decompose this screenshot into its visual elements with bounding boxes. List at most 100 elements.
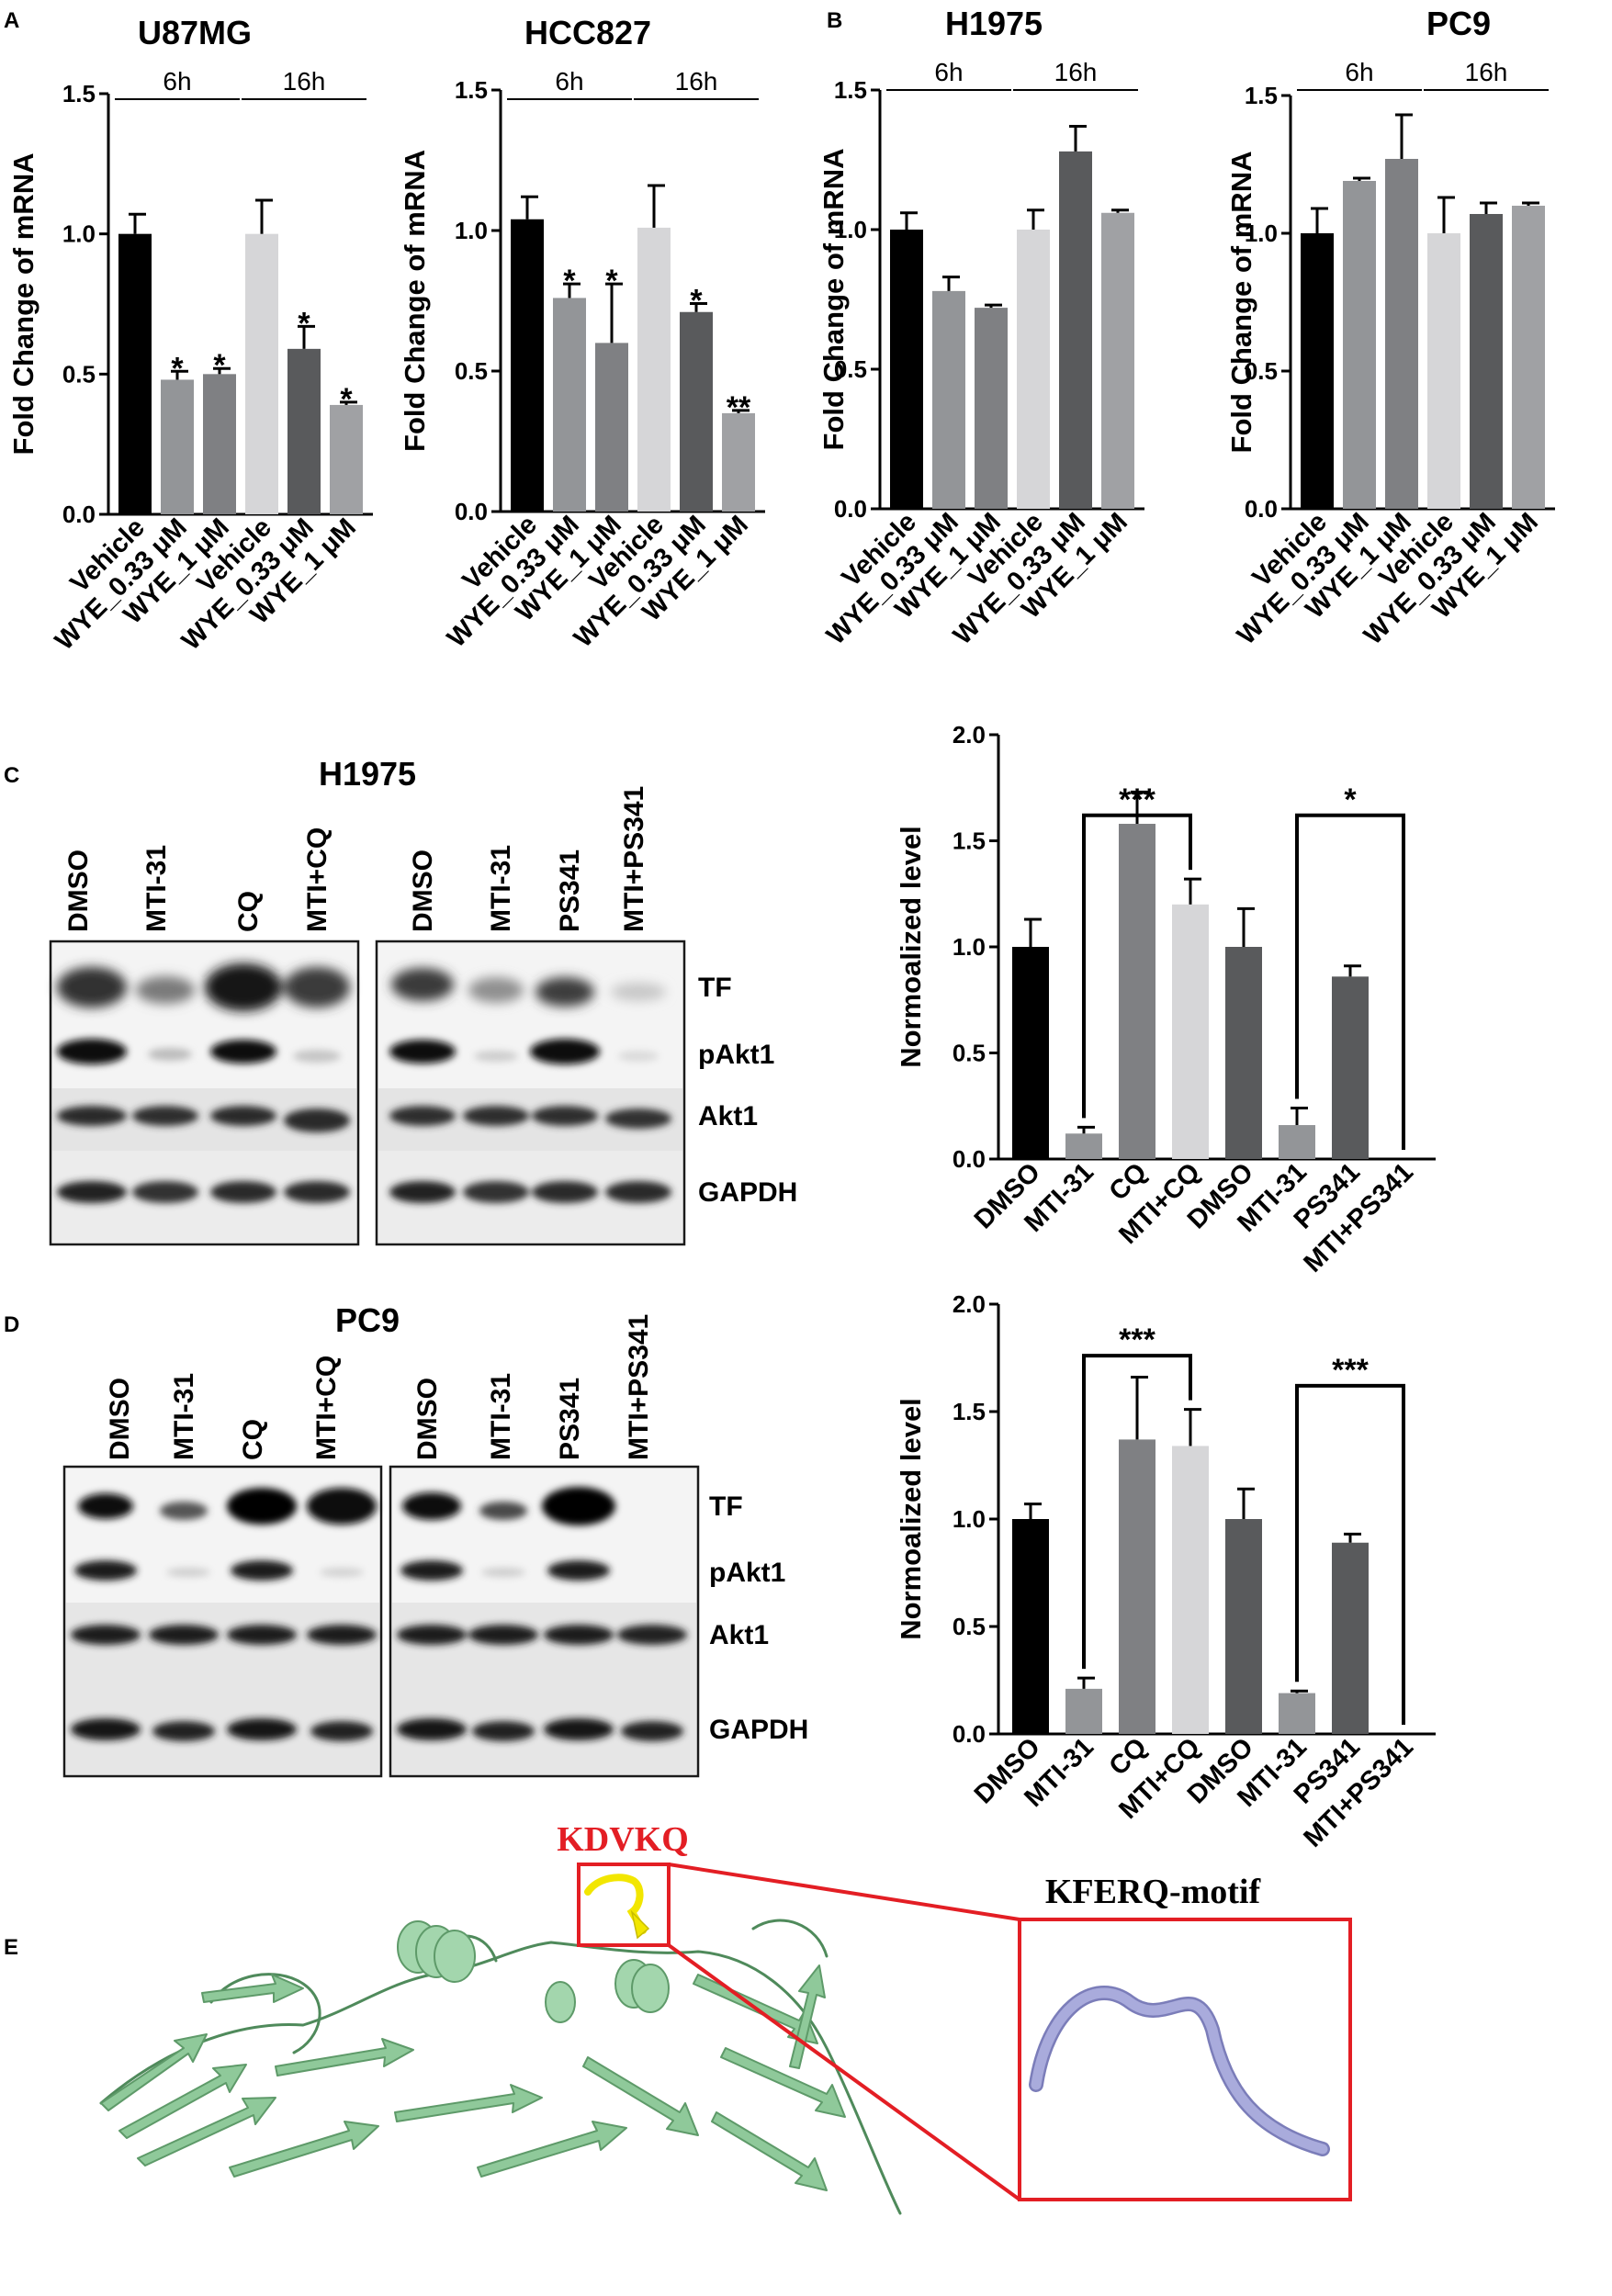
western-blot-pc9: PC9 DMSO MTI-31 CQ MTI+CQ DMSO MTI-31 PS… <box>62 1301 808 1778</box>
blot-row-label: pAkt1 <box>698 1040 774 1070</box>
bar <box>1470 214 1503 509</box>
bar <box>118 233 152 514</box>
significance-label: * <box>298 306 310 341</box>
bar <box>1065 1688 1102 1734</box>
bar <box>1012 1519 1049 1734</box>
bar <box>1017 230 1050 509</box>
y-tick-label: 1.5 <box>1245 82 1278 109</box>
significance-bracket <box>1295 813 1405 1150</box>
lane-label: MTI+PS341 <box>619 786 649 932</box>
lane-label: DMSO <box>408 850 438 932</box>
bar <box>1065 1133 1102 1159</box>
time-group-label: 16h <box>1054 58 1098 86</box>
blot-title-h1975: H1975 <box>319 755 416 793</box>
y-tick-label: 0.5 <box>455 357 488 385</box>
bar <box>1119 824 1155 1159</box>
significance-label: * <box>563 264 576 298</box>
bracket-label: *** <box>1119 1322 1155 1357</box>
bar <box>1172 1446 1209 1734</box>
y-tick-label: 0.0 <box>62 501 96 528</box>
y-tick-label: 0.5 <box>62 360 96 388</box>
blot-title-pc9: PC9 <box>335 1301 400 1339</box>
bar <box>1427 233 1460 509</box>
y-tick-label: 2.0 <box>953 721 986 748</box>
blot-row-label: TF <box>709 1491 743 1522</box>
chart-title: PC9 <box>1426 5 1491 42</box>
bar <box>511 219 544 512</box>
significance-label: ** <box>727 390 751 425</box>
time-group-label: 16h <box>1465 58 1508 86</box>
significance-bracket <box>1082 813 1192 1119</box>
lane-label: PS341 <box>555 1378 585 1460</box>
bar <box>1119 1439 1155 1734</box>
bar <box>680 311 713 512</box>
significance-bracket <box>1082 1354 1192 1670</box>
y-axis-label: Fold Change of mRNA <box>7 153 39 456</box>
blot-row-label: Akt1 <box>709 1620 769 1650</box>
lane-label: MTI+PS341 <box>624 1314 654 1460</box>
lane-label: CQ <box>233 891 264 932</box>
y-tick-label: 0.5 <box>953 1040 986 1067</box>
bar <box>1385 159 1418 509</box>
y-tick-label: 1.5 <box>62 80 96 107</box>
significance-bracket <box>1295 1383 1405 1725</box>
chart-title: H1975 <box>945 5 1043 42</box>
bar <box>595 343 628 512</box>
bar <box>637 227 671 512</box>
zoom-line <box>667 1943 1021 2201</box>
lane-label: MTI-31 <box>486 845 516 932</box>
bar <box>975 308 1008 509</box>
y-axis-label: Normoalized level <box>895 1398 927 1640</box>
zoom-line <box>668 1863 1020 1921</box>
significance-label: * <box>690 284 703 319</box>
bar <box>1332 1542 1369 1734</box>
significance-label: * <box>171 351 184 386</box>
chart-title: U87MG <box>138 14 252 51</box>
y-tick-label: 0.5 <box>953 1613 986 1640</box>
motif-highlight <box>584 1874 647 1934</box>
bar <box>890 230 923 509</box>
y-tick-label: 0.0 <box>1245 495 1278 523</box>
y-tick-label: 2.0 <box>953 1290 986 1318</box>
y-axis-label: Fold Change of mRNA <box>817 149 850 451</box>
y-tick-label: 0.5 <box>1245 357 1278 385</box>
bracket-label: * <box>1344 782 1357 817</box>
panel-letter-a: A <box>4 8 19 33</box>
y-tick-label: 0.0 <box>455 498 488 525</box>
blot-row-label: TF <box>698 973 732 1003</box>
protein-structure: KDVKQ KFERQ-motif <box>99 1820 1352 2215</box>
lane-label: MTI+CQ <box>302 827 333 932</box>
bar <box>287 348 321 514</box>
motif-label: KDVKQ <box>557 1820 689 1859</box>
time-group-label: 16h <box>675 67 718 96</box>
time-group-label: 6h <box>934 58 963 86</box>
bracket-label: *** <box>1119 782 1155 817</box>
bar <box>1172 904 1209 1159</box>
y-tick-label: 1.5 <box>953 827 986 855</box>
y-tick-label: 1.0 <box>834 216 867 243</box>
y-tick-label: 1.0 <box>1245 219 1278 247</box>
lane-label: MTI-31 <box>141 845 172 932</box>
bar <box>1512 206 1545 509</box>
bar <box>1012 947 1049 1159</box>
bar <box>330 404 363 514</box>
blot-row-label: GAPDH <box>709 1715 808 1745</box>
lane-label: PS341 <box>555 850 585 932</box>
y-tick-label: 1.5 <box>834 76 867 104</box>
motif-box <box>577 1863 671 1947</box>
zoom-label: KFERQ-motif <box>1045 1873 1262 1911</box>
bar <box>1279 1125 1315 1159</box>
bar <box>245 233 278 514</box>
significance-label: * <box>605 264 618 298</box>
lane-label: DMSO <box>105 1378 135 1460</box>
bar <box>1225 1519 1262 1734</box>
y-tick-label: 1.0 <box>455 217 488 244</box>
y-tick-label: 0.0 <box>953 1145 986 1173</box>
bar <box>1225 947 1262 1159</box>
lane-label: DMSO <box>63 850 94 932</box>
